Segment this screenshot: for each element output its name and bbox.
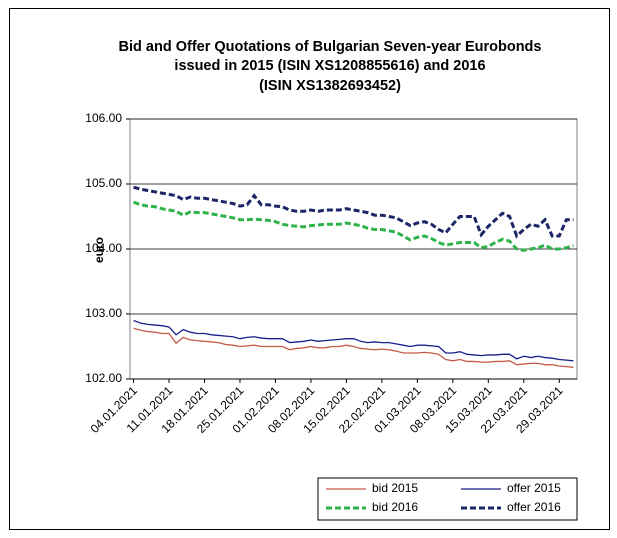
series-line (133, 319, 574, 362)
y-axis-label: euro (92, 237, 106, 263)
y-tick-label: 105.00 (85, 176, 122, 190)
series-line (133, 327, 574, 368)
legend-label: bid 2016 (372, 500, 418, 514)
frame (9, 8, 610, 530)
series-line (133, 200, 574, 252)
legend-label: offer 2016 (507, 500, 561, 514)
legend-label: bid 2015 (372, 481, 418, 495)
chart-title: Bid and Offer Quotations of Bulgarian Se… (119, 39, 542, 55)
series-line (133, 185, 574, 239)
y-tick-label: 103.00 (85, 306, 122, 320)
chart-title: issued in 2015 (ISIN XS1208855616) and 2… (174, 58, 485, 74)
y-tick-label: 106.00 (85, 111, 122, 125)
legend-label: offer 2015 (507, 481, 561, 495)
y-tick-label: 102.00 (85, 371, 122, 385)
y-tick-label: 104.00 (85, 241, 122, 255)
legend-box (317, 477, 578, 521)
chart-title: (ISIN XS1382693452) (259, 78, 401, 94)
